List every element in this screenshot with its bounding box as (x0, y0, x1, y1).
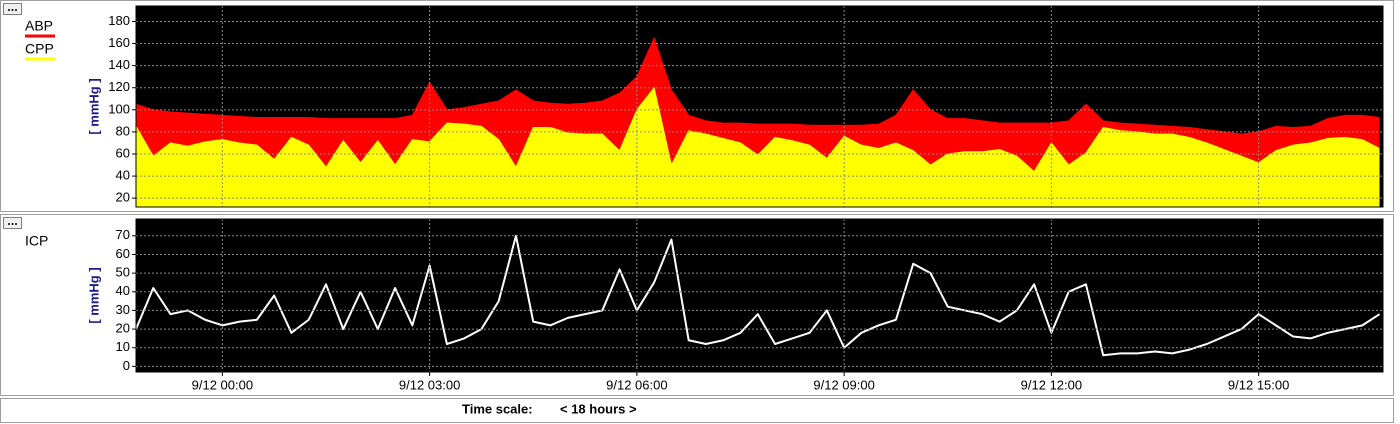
menu-button[interactable] (3, 217, 22, 229)
area-edge (136, 36, 1380, 135)
x-tick-label: 9/12 06:00 (606, 377, 667, 392)
area-fill (136, 87, 1380, 207)
y-axis-label: [ mmHg ] (86, 267, 101, 323)
y-tick-label: 30 (116, 302, 130, 317)
area-edge (136, 86, 1380, 173)
footer-bar (0, 398, 1394, 423)
y-tick-label: 60 (116, 246, 130, 261)
y-tick-label: 100 (108, 101, 130, 116)
footer-label: Time scale: (462, 401, 533, 416)
y-tick-label: 10 (116, 339, 130, 354)
plot-content (136, 234, 1381, 357)
y-tick-label: 180 (108, 13, 130, 28)
y-tick-label: 120 (108, 79, 130, 94)
y-tick-label: 70 (116, 227, 130, 242)
legend-label: ABP (25, 18, 53, 34)
y-tick-label: 40 (116, 168, 130, 183)
line (136, 234, 1381, 357)
y-tick-label: 140 (108, 57, 130, 72)
plot-border (135, 5, 1384, 208)
menu-button[interactable] (3, 3, 22, 15)
plot-area (136, 219, 1383, 372)
y-axis-label: [ mmHg ] (86, 78, 101, 134)
y-tick-label: 160 (108, 35, 130, 50)
x-tick-label: 9/12 00:00 (192, 377, 253, 392)
y-tick-label: 20 (116, 190, 130, 205)
y-tick-label: 60 (116, 145, 130, 160)
plot-content (136, 36, 1380, 207)
y-tick-label: 50 (116, 265, 130, 280)
y-tick-label: 80 (116, 123, 130, 138)
x-tick-label: 9/12 09:00 (813, 377, 874, 392)
plot-border (135, 218, 1384, 373)
y-tick-label: 0 (123, 358, 130, 373)
legend-label: CPP (25, 41, 54, 57)
footer-value[interactable]: < 18 hours > (560, 401, 637, 416)
x-tick-label: 9/12 12:00 (1021, 377, 1082, 392)
y-tick-label: 40 (116, 283, 130, 298)
x-tick-label: 9/12 15:00 (1228, 377, 1289, 392)
y-tick-label: 20 (116, 321, 130, 336)
x-tick-label: 9/12 03:00 (399, 377, 460, 392)
legend-label: ICP (25, 233, 48, 249)
